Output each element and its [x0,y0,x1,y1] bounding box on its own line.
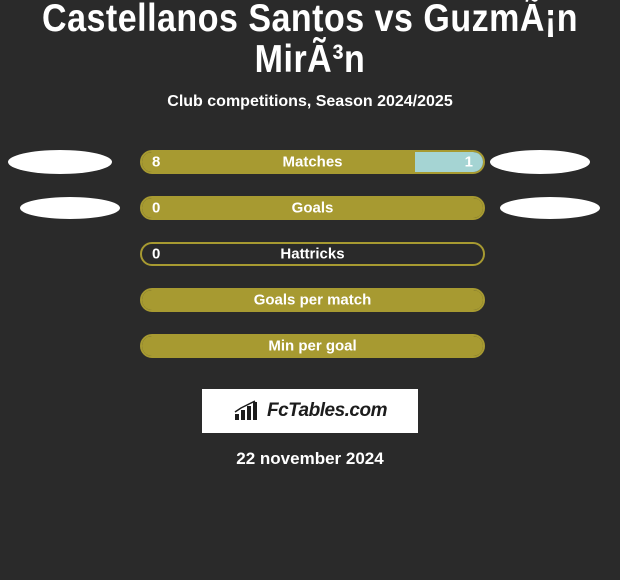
bar-left-fill [142,198,483,218]
bar-left-fill [142,336,483,356]
right-ellipse [500,197,600,219]
page-title: Castellanos Santos vs GuzmÃ¡n MirÃ³n [0,0,620,81]
stat-row: 0Goals [0,185,620,231]
page-subtitle: Club competitions, Season 2024/2025 [0,93,620,111]
stat-bar: 0Hattricks [140,242,485,266]
right-ellipse [490,150,590,174]
stat-bar: 81Matches [140,150,485,174]
stat-row: 81Matches [0,139,620,185]
stat-row: Goals per match [0,277,620,323]
chart-icon [233,400,261,422]
stat-rows: 81Matches0Goals0HattricksGoals per match… [0,139,620,369]
stat-label: Hattricks [142,246,483,263]
stat-bar: 0Goals [140,196,485,220]
stat-row: 0Hattricks [0,231,620,277]
date-label: 22 november 2024 [0,449,620,469]
stat-bar: Goals per match [140,288,485,312]
stat-left-value: 0 [152,200,160,217]
stat-left-value: 8 [152,154,160,171]
bar-left-fill [142,290,483,310]
stat-row: Min per goal [0,323,620,369]
left-ellipse [20,197,120,219]
stat-left-value: 0 [152,246,160,263]
brand-text: FcTables.com [267,400,387,422]
stat-bar: Min per goal [140,334,485,358]
comparison-infographic: Castellanos Santos vs GuzmÃ¡n MirÃ³n Clu… [0,0,620,580]
stat-right-value: 1 [465,154,473,171]
left-ellipse [8,150,112,174]
brand-badge: FcTables.com [202,389,418,433]
bar-left-fill [142,152,415,172]
